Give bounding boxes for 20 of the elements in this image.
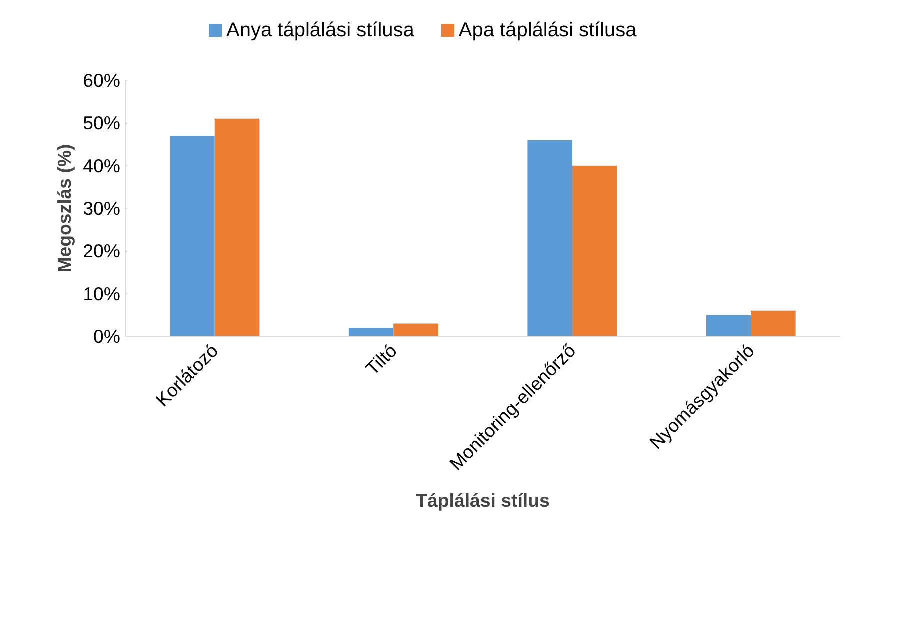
x-axis-title: Táplálási stílus: [416, 490, 550, 511]
y-tick-label: 0%: [94, 326, 121, 347]
bar: [170, 136, 215, 336]
bar: [214, 118, 260, 336]
y-tick-label: 40%: [83, 155, 121, 176]
bar: [394, 324, 438, 336]
y-tick-label: 50%: [83, 112, 121, 134]
y-tick-label: 30%: [83, 198, 121, 219]
bar: [706, 315, 752, 336]
legend-label: Anya táplálási stílusa: [226, 20, 416, 42]
x-tick-label: Tiltó: [362, 340, 402, 380]
bar: [348, 328, 394, 336]
y-axis-title: Megoszlás (%): [54, 144, 76, 273]
y-tick-label: 60%: [83, 70, 121, 91]
bar: [751, 310, 796, 336]
bar: [572, 166, 618, 336]
legend-label: Apa táplálási stílusa: [458, 20, 638, 42]
y-tick-label: 10%: [83, 283, 121, 304]
y-tick-label: 20%: [83, 240, 121, 262]
bar: [528, 140, 572, 336]
